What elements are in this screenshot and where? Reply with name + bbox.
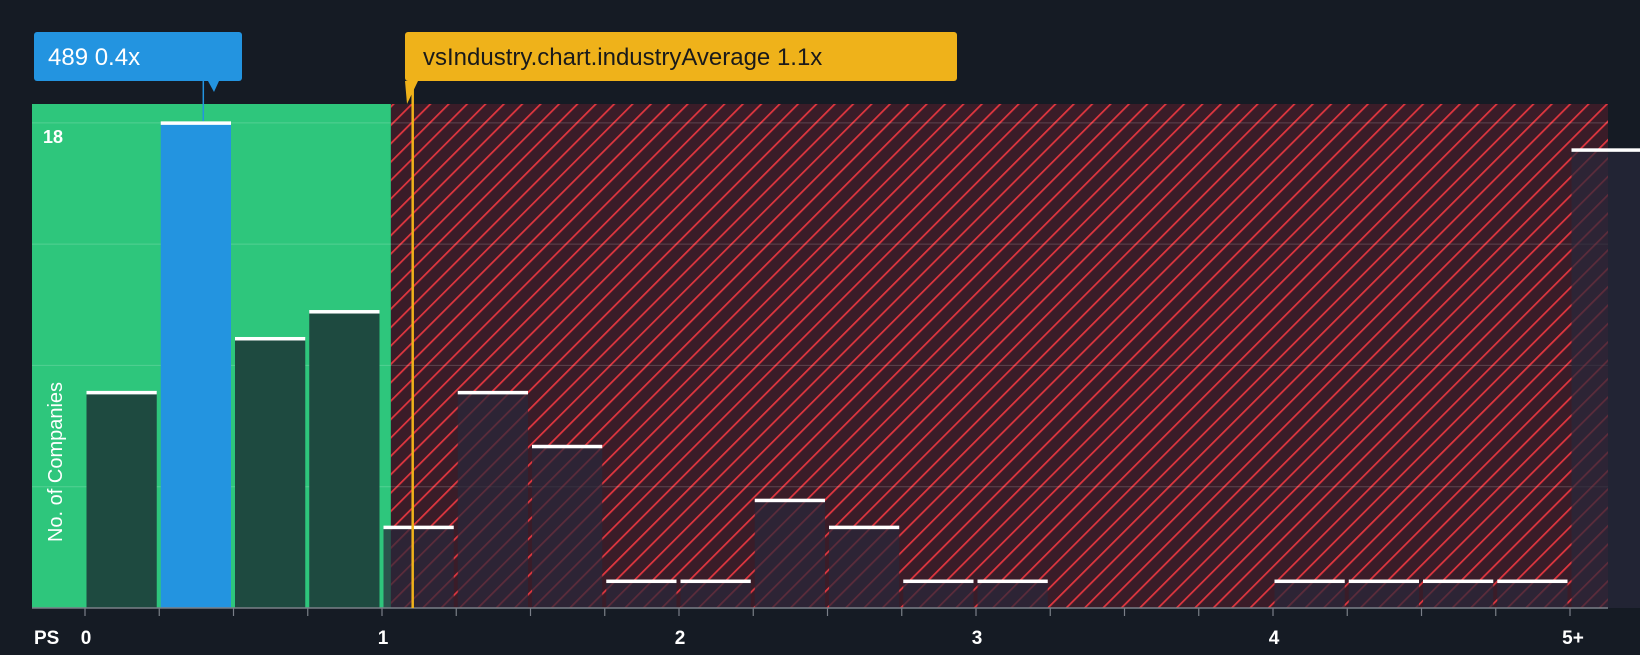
histogram-bar [755,500,825,608]
histogram-bar [235,338,305,608]
histogram-bar [309,312,379,608]
x-tick-label: 2 [675,628,686,649]
bar-cap [161,121,231,125]
bar-cap [458,391,528,395]
bar-cap [829,526,899,530]
bar-cap [978,580,1048,584]
company-bar [161,123,231,608]
bar-cap [1497,580,1567,584]
bar-cap [1275,580,1345,584]
company-label-pointer [208,81,219,92]
x-tick-label: 3 [972,628,983,649]
histogram-bar [532,446,602,608]
x-tick-label: 1 [378,628,389,649]
x-tick-label: 4 [1269,628,1280,649]
company-label-text: 489 0.4x [48,44,140,71]
histogram-bar [1497,581,1567,608]
histogram-bar [903,581,973,608]
bar-cap [681,580,751,584]
histogram-bar [87,392,157,608]
bar-cap [606,580,676,584]
histogram-bar [606,581,676,608]
histogram-bar [1349,581,1419,608]
y-tick-label: 18 [43,127,63,147]
bar-cap [755,499,825,503]
histogram-bar [1572,150,1640,608]
bar-cap [384,526,454,530]
histogram-bar [978,581,1048,608]
industry-label-text: vsIndustry.chart.industryAverage 1.1x [423,44,822,71]
histogram-bar [829,527,899,608]
bar-cap [1572,148,1640,152]
histogram-bar [1423,581,1493,608]
x-tick-label: 0 [81,628,92,649]
bar-cap [532,445,602,449]
bar-cap [1423,580,1493,584]
metric-label: PS [34,628,59,649]
histogram-bar [1275,581,1345,608]
bar-cap [1349,580,1419,584]
bar-cap [87,391,157,395]
histogram-bar [458,392,528,608]
bar-cap [903,580,973,584]
x-tick-label: 5+ [1562,628,1584,649]
bar-cap [235,337,305,341]
y-axis-label: No. of Companies [45,382,67,542]
histogram-bar [384,527,454,608]
histogram-bar [681,581,751,608]
bar-cap [309,310,379,314]
